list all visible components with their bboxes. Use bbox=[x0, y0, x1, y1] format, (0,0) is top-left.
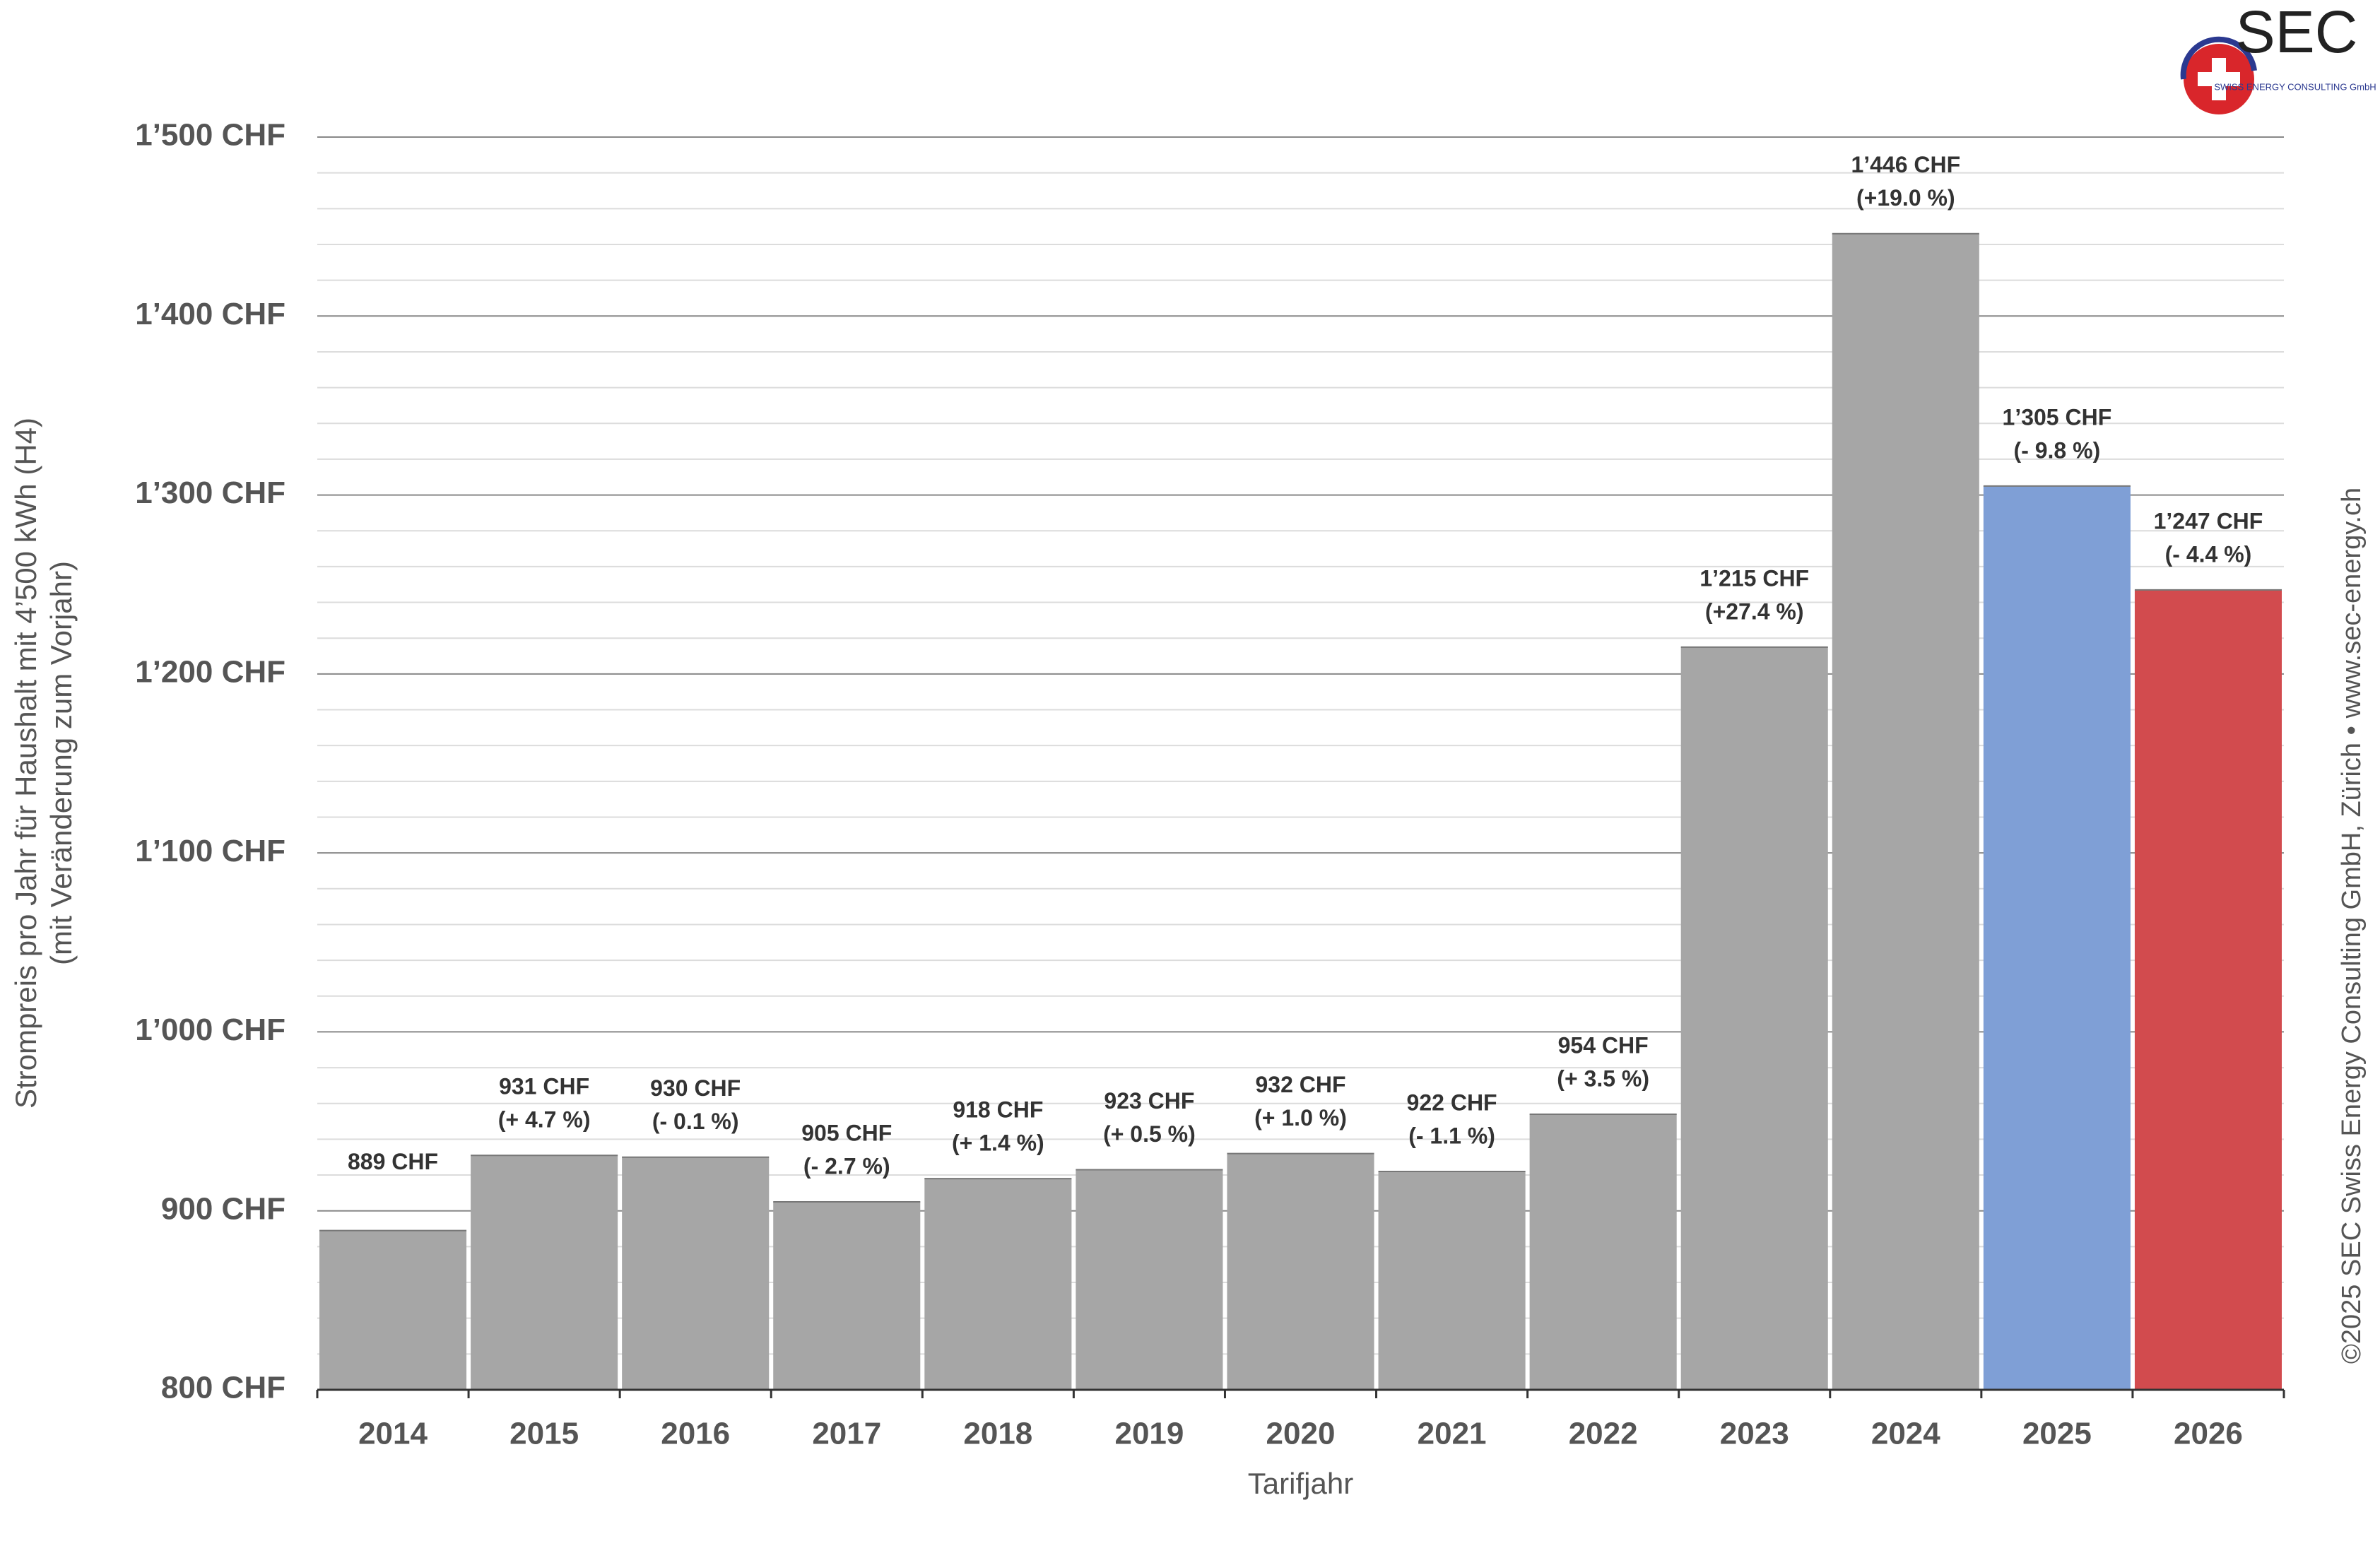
logo-text: SEC bbox=[2236, 0, 2358, 65]
value-label: 889 CHF bbox=[348, 1149, 438, 1174]
value-label: 931 CHF bbox=[499, 1074, 589, 1099]
change-label: (+ 1.0 %) bbox=[1254, 1105, 1347, 1130]
change-label: (+19.0 %) bbox=[1856, 185, 1955, 211]
y-tick-label: 1’200 CHF bbox=[135, 654, 285, 689]
change-label: (- 9.8 %) bbox=[2014, 437, 2101, 463]
change-label: (+ 1.4 %) bbox=[952, 1130, 1044, 1156]
bar bbox=[773, 1202, 921, 1390]
change-label: (+27.4 %) bbox=[1705, 598, 1804, 624]
change-label: (- 1.1 %) bbox=[1408, 1123, 1495, 1148]
bar bbox=[1529, 1114, 1677, 1390]
y-tick-label: 1’100 CHF bbox=[135, 834, 285, 868]
y-tick-label: 1’000 CHF bbox=[135, 1012, 285, 1047]
logo-cross bbox=[2198, 72, 2240, 86]
credit: ©2025 SEC Swiss Energy Consulting GmbH, … bbox=[2337, 488, 2367, 1364]
bar bbox=[622, 1157, 770, 1390]
x-tick-label: 2019 bbox=[1114, 1417, 1184, 1451]
change-label: (+ 0.5 %) bbox=[1103, 1121, 1196, 1147]
y-tick-label: 1’500 CHF bbox=[135, 118, 285, 153]
y-tick-label: 900 CHF bbox=[161, 1191, 285, 1226]
change-label: (- 2.7 %) bbox=[803, 1154, 890, 1179]
y-axis-title: Strompreis pro Jahr für Haushalt mit 4’5… bbox=[9, 418, 42, 1109]
value-label: 905 CHF bbox=[801, 1121, 892, 1146]
bar bbox=[1680, 646, 1828, 1390]
bar bbox=[1983, 485, 2131, 1390]
x-tick-label: 2026 bbox=[2174, 1417, 2243, 1451]
x-tick-label: 2020 bbox=[1266, 1417, 1336, 1451]
value-label: 932 CHF bbox=[1255, 1072, 1345, 1097]
bar bbox=[2134, 589, 2282, 1390]
y-axis-title: (mit Veränderung zum Vorjahr) bbox=[45, 561, 78, 965]
bar bbox=[1227, 1153, 1374, 1390]
x-tick-label: 2014 bbox=[358, 1417, 428, 1451]
bar bbox=[319, 1230, 467, 1390]
logo: SEC SWISS ENERGY CONSULTING GmbH bbox=[2180, 0, 2376, 114]
value-label: 923 CHF bbox=[1104, 1088, 1194, 1114]
change-label: (- 4.4 %) bbox=[2165, 541, 2252, 567]
x-tick-label: 2018 bbox=[963, 1417, 1032, 1451]
x-tick-label: 2016 bbox=[661, 1417, 730, 1451]
x-tick-label: 2024 bbox=[1871, 1417, 1940, 1451]
x-tick-label: 2025 bbox=[2022, 1417, 2092, 1451]
change-label: (+ 4.7 %) bbox=[498, 1107, 591, 1133]
value-label: 1’305 CHF bbox=[2003, 404, 2112, 430]
y-tick-label: 800 CHF bbox=[161, 1371, 285, 1405]
x-tick-label: 2021 bbox=[1418, 1417, 1487, 1451]
x-tick-label: 2017 bbox=[812, 1417, 881, 1451]
bar bbox=[924, 1179, 1072, 1390]
value-label: 954 CHF bbox=[1558, 1032, 1649, 1058]
y-tick-label: 1’400 CHF bbox=[135, 297, 285, 331]
value-label: 1’215 CHF bbox=[1699, 565, 1809, 591]
y-tick-label: 1’300 CHF bbox=[135, 476, 285, 510]
logo-arc bbox=[2180, 36, 2257, 80]
x-axis-title: Tarifjahr bbox=[1248, 1467, 1353, 1500]
value-label: 1’446 CHF bbox=[1851, 152, 1960, 177]
value-label: 1’247 CHF bbox=[2154, 508, 2263, 533]
bar bbox=[471, 1155, 618, 1390]
x-tick-label: 2022 bbox=[1569, 1417, 1638, 1451]
x-tick-label: 2015 bbox=[509, 1417, 579, 1451]
bar bbox=[1832, 233, 1979, 1390]
logo-subtext: SWISS ENERGY CONSULTING GmbH bbox=[2214, 81, 2376, 92]
bar bbox=[1076, 1169, 1223, 1390]
value-label: 930 CHF bbox=[650, 1075, 741, 1101]
value-label: 918 CHF bbox=[953, 1097, 1043, 1123]
change-label: (+ 3.5 %) bbox=[1557, 1065, 1649, 1091]
value-label: 922 CHF bbox=[1407, 1090, 1497, 1115]
x-tick-label: 2023 bbox=[1720, 1417, 1789, 1451]
bar bbox=[1378, 1171, 1526, 1390]
change-label: (- 0.1 %) bbox=[652, 1109, 739, 1134]
